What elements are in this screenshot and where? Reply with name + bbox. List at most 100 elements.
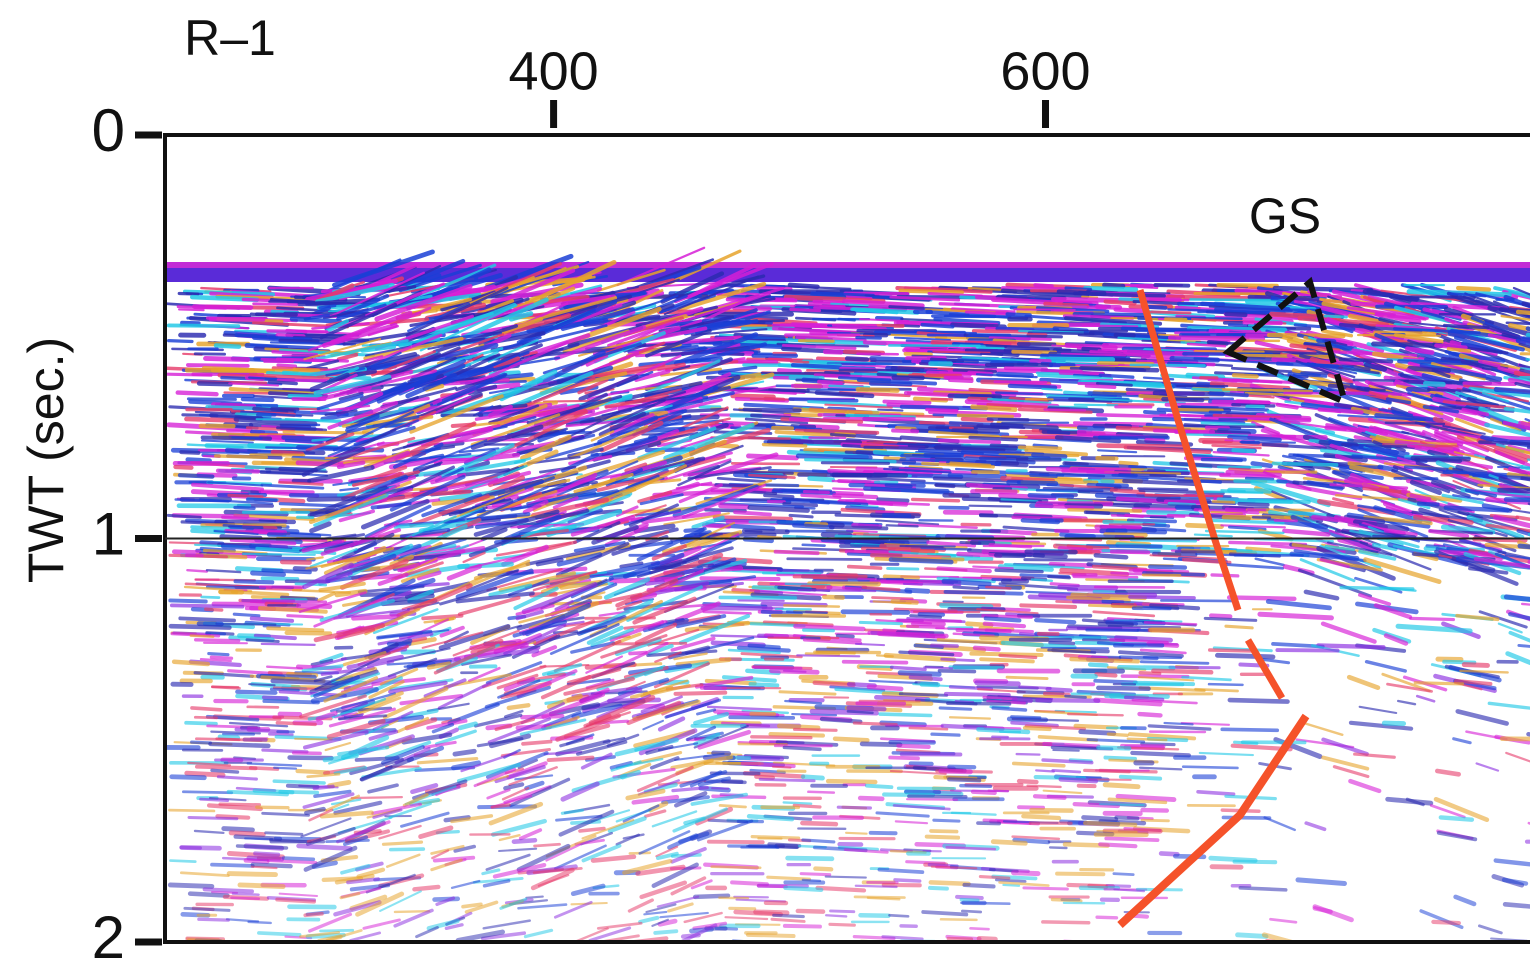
- reflector: [1404, 295, 1476, 300]
- reflector: [748, 682, 780, 688]
- reflector: [882, 574, 921, 580]
- reflector: [1050, 897, 1083, 903]
- reflector: [1096, 443, 1185, 450]
- reflector: [888, 913, 910, 918]
- reflector: [896, 743, 931, 749]
- reflector: [501, 514, 562, 543]
- reflector: [1478, 440, 1530, 446]
- reflector: [1194, 687, 1239, 693]
- reflector: [1093, 585, 1166, 589]
- reflector: [508, 311, 534, 322]
- reflector: [1208, 410, 1265, 415]
- reflector: [729, 387, 810, 393]
- reflector: [1076, 425, 1105, 431]
- reflector: [1359, 541, 1432, 571]
- reflector: [1145, 422, 1179, 429]
- reflector: [1064, 316, 1163, 326]
- y-tick-label: 2: [92, 904, 125, 971]
- reflector: [1007, 383, 1058, 390]
- reflector: [822, 594, 845, 600]
- reflector: [932, 818, 961, 823]
- reflector: [956, 413, 1015, 419]
- reflector: [750, 735, 813, 740]
- reflector: [284, 630, 333, 636]
- reflector: [488, 404, 540, 425]
- annotation: GS: [1249, 188, 1321, 244]
- reflector: [972, 645, 1001, 652]
- reflector: [875, 519, 940, 526]
- reflector: [287, 393, 323, 399]
- reflector: [215, 622, 277, 626]
- reflector: [1024, 448, 1089, 457]
- reflector: [210, 768, 240, 774]
- reflector: [791, 712, 838, 717]
- reflector: [1358, 549, 1397, 561]
- reflector: [1431, 480, 1471, 499]
- reflector: [1492, 514, 1530, 529]
- reflector: [645, 579, 665, 586]
- reflector: [457, 468, 511, 478]
- reflector: [898, 692, 949, 697]
- reflector: [363, 336, 464, 361]
- reflector: [802, 489, 830, 495]
- reflector: [275, 721, 317, 727]
- reflector: [245, 497, 278, 503]
- reflector: [718, 804, 747, 809]
- reflector: [604, 525, 649, 547]
- reflector: [1017, 407, 1093, 414]
- reflector: [691, 515, 725, 530]
- reflector: [1094, 524, 1142, 531]
- reflector: [680, 436, 714, 449]
- reflector: [968, 333, 1012, 338]
- reflector: [754, 590, 784, 595]
- reflector: [261, 695, 289, 701]
- reflector: [578, 826, 606, 833]
- reflector: [252, 302, 299, 307]
- reflector: [829, 432, 902, 441]
- reflector: [268, 732, 294, 737]
- reflector: [269, 341, 357, 346]
- reflector: [573, 541, 626, 553]
- reflector: [1055, 871, 1106, 877]
- reflector: [1106, 732, 1129, 738]
- reflector: [1058, 777, 1099, 784]
- reflector: [1292, 372, 1328, 378]
- reflector: [286, 614, 324, 619]
- reflector: [934, 444, 1018, 451]
- reflector: [1070, 466, 1132, 473]
- reflector: [194, 638, 241, 643]
- reflector: [1515, 309, 1530, 316]
- reflector: [1035, 697, 1101, 704]
- reflector: [785, 610, 828, 615]
- reflector: [167, 323, 241, 328]
- reflector: [326, 258, 402, 293]
- reflector: [876, 497, 910, 503]
- reflector: [1041, 920, 1091, 925]
- reflector: [1337, 414, 1426, 421]
- reflector: [854, 884, 898, 889]
- reflector: [495, 541, 572, 557]
- reflector: [184, 720, 218, 726]
- seismic-image: [167, 246, 1530, 940]
- reflector: [1000, 498, 1039, 503]
- reflector: [171, 549, 202, 555]
- reflector: [1099, 803, 1145, 807]
- reflector: [189, 634, 215, 639]
- reflector: [167, 339, 194, 344]
- reflector: [825, 778, 878, 785]
- reflector: [970, 404, 1018, 412]
- reflector: [307, 485, 388, 518]
- reflector: [1332, 470, 1384, 480]
- reflector: [907, 794, 968, 799]
- reflector: [1199, 479, 1223, 484]
- reflector: [677, 460, 732, 487]
- reflector: [1206, 340, 1229, 346]
- reflector: [337, 451, 427, 465]
- reflector: [266, 532, 322, 539]
- reflector: [1271, 461, 1339, 467]
- reflector: [1032, 794, 1067, 800]
- reflector: [845, 413, 916, 419]
- reflector: [733, 510, 772, 517]
- reflector: [1051, 769, 1082, 774]
- reflector: [295, 460, 345, 467]
